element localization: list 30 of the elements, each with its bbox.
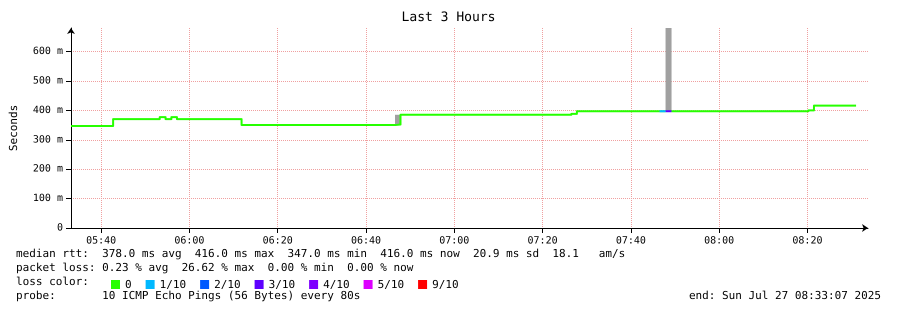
x-tick-label: 06:00 [174,236,204,246]
legend-label: 9/10 [432,278,459,291]
x-tick-label: 06:40 [350,236,382,246]
y-tick-label: 400 m [32,104,63,116]
chart-title: Last 3 Hours [402,10,496,25]
text: packet loss: 0.23 % avg 26.62 % max 0.00 % min 0.00 % now [16,261,414,274]
text: probe: 10 ICMP Echo Pings (56 Bytes) every 80s [16,289,360,302]
x-tick-label: 08:20 [792,236,822,246]
x-tick-label: 05:40 [86,236,116,246]
legend-label: 5/10 [378,278,404,291]
y-tick-label: 100 m [32,193,63,204]
y-tick-label: 200 m [32,164,63,175]
x-tick-label: 08:00 [704,236,734,246]
legend-title: loss color: [16,275,89,288]
y-tick-label: 500 m [32,75,63,86]
y-tick-label: 300 m [32,134,63,146]
legend-label: 4/10 [323,278,350,291]
legend-label: 1/10 [160,278,186,291]
x-tick-label: 07:00 [439,236,470,246]
x-tick-label: 07:20 [527,236,558,246]
text: median rtt: 378.0 ms avg 416.0 ms max 347.0 ms min 416.0 ms now 20.9 ms sd 18.1 am/s [16,247,626,260]
x-tick-label: 06:20 [262,236,293,246]
x-tick-label: 07:40 [616,236,646,246]
y-tick-label: 0 [56,222,63,234]
text: end: Sun Jul 27 08:33:07 2025 [688,289,881,302]
y-tick-label: 600 m [32,46,63,58]
y-axis-title: Seconds [7,104,20,152]
legend-label: 3/10 [268,278,296,291]
legend-label: 2/10 [214,278,241,291]
legend-label: 0 [125,278,132,291]
